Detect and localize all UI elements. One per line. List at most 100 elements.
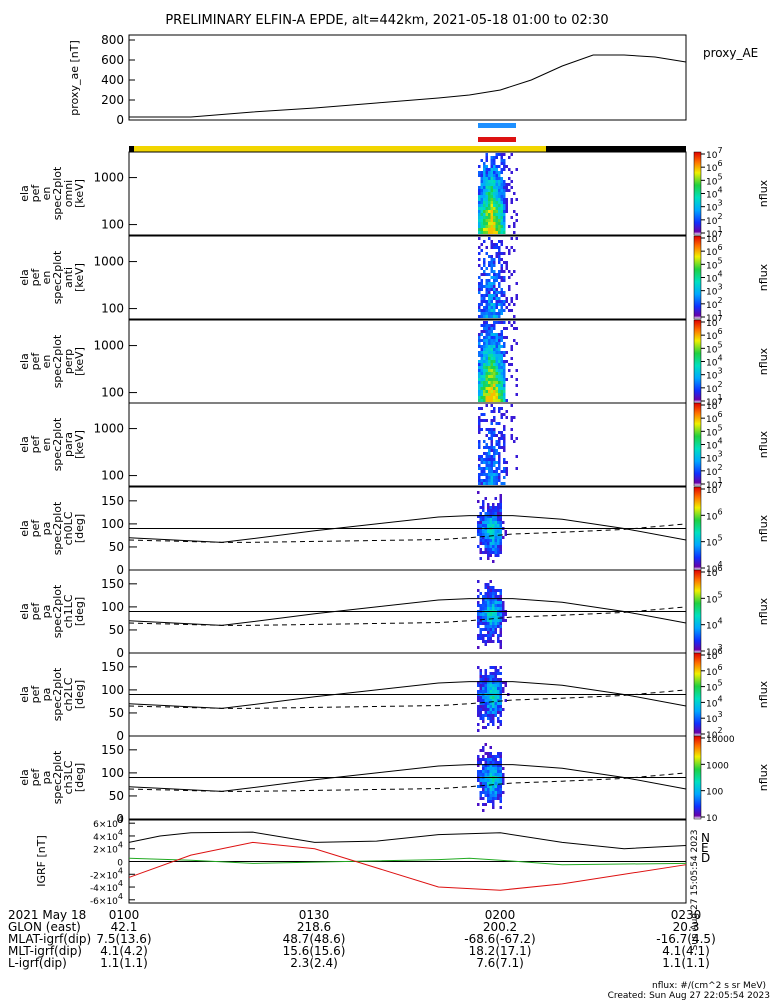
pitch-panel-2-pixel <box>484 601 487 604</box>
energy-panel-1-pixel <box>490 168 493 171</box>
pitch-panel-3-pixel <box>482 720 485 723</box>
energy-panel-3-pixel <box>483 372 486 375</box>
energy-panel-2-pixel <box>505 300 508 303</box>
energy-panel-4-pixel <box>485 428 488 431</box>
energy-panel-1-pixel <box>490 189 493 192</box>
energy-panel-2-pixel <box>508 303 511 306</box>
energy-panel-3-pixel <box>503 372 506 375</box>
energy-panel-4-pixel <box>478 416 481 419</box>
pitch-panel-3-cb-title: nflux <box>757 680 770 708</box>
pitch-panel-2-pixel <box>502 619 505 622</box>
energy-panel-2-pixel <box>515 294 518 297</box>
energy-panel-4-pixel <box>488 476 491 479</box>
energy-panel-3-pixel <box>480 375 483 378</box>
pitch-panel-2-pixel <box>489 604 492 607</box>
energy-panel-3-pixel <box>508 321 511 324</box>
energy-panel-2-pixel <box>480 312 483 315</box>
pitch-panel-3-pixel <box>477 708 480 711</box>
energy-panel-4-pixel <box>490 473 493 476</box>
energy-panel-1-pixel <box>480 189 483 192</box>
energy-panel-3-pixel <box>485 354 488 357</box>
pitch-panel-2-pixel <box>497 595 500 598</box>
pitch-panel-4-pixel <box>499 791 502 794</box>
footer-row-value: 0230 <box>671 908 702 922</box>
energy-panel-3-pixel <box>513 339 516 342</box>
pitch-panel-1-pixel <box>499 503 502 506</box>
energy-panel-2-pixel <box>500 240 503 243</box>
energy-panel-3-pixel <box>493 396 496 399</box>
energy-panel-3-pixel <box>513 321 516 324</box>
energy-panel-3-pixel <box>500 360 503 363</box>
energy-panel-3-pixel <box>505 336 508 339</box>
pitch-panel-2-pixel <box>482 634 485 637</box>
energy-panel-1-cb-label: 103 <box>706 199 723 214</box>
energy-panel-1-pixel <box>483 183 486 186</box>
pitch-panel-4-pixel <box>499 794 502 797</box>
energy-panel-3-pixel <box>478 384 481 387</box>
pitch-panel-1-pixel <box>487 503 490 506</box>
pitch-panel-3-pixel <box>479 699 482 702</box>
energy-panel-4-pixel <box>493 482 496 485</box>
pitch-panel-2-pixel <box>497 640 500 643</box>
energy-panel-4-cb-label: 101 <box>706 476 723 491</box>
pitch-panel-2-anti-loss-cone-line <box>128 606 687 626</box>
energy-panel-1-pixel <box>490 204 493 207</box>
energy-panel-3-pixel <box>490 330 493 333</box>
energy-panel-2-pixel <box>485 282 488 285</box>
energy-panel-2-pixel <box>505 297 508 300</box>
energy-panel-3-pixel <box>515 342 518 345</box>
pitch-panel-2-pixel <box>497 601 500 604</box>
pitch-panel-1-pixel <box>494 512 497 515</box>
energy-panel-1-pixel <box>485 207 488 210</box>
energy-panel-3-pixel <box>480 357 483 360</box>
footer-row-value: 0130 <box>299 908 330 922</box>
energy-panel-1-pixel <box>480 213 483 216</box>
pitch-panel-4-pixel <box>489 761 492 764</box>
energy-panel-1-pixel <box>480 210 483 213</box>
pitch-panel-3-pixel <box>492 717 495 720</box>
energy-panel-2-pixel <box>483 294 486 297</box>
energy-panel-2-pixel <box>483 297 486 300</box>
energy-panel-4-pixel <box>498 437 501 440</box>
energy-panel-1-pixel <box>505 210 508 213</box>
energy-panel-1-pixel <box>478 189 481 192</box>
energy-panel-2-pixel <box>485 312 488 315</box>
pitch-panel-2-pixel <box>499 592 502 595</box>
energy-panel-3-pixel <box>498 351 501 354</box>
energy-panel-2-pixel <box>490 315 493 318</box>
energy-panel-2-pixel <box>480 294 483 297</box>
energy-panel-1-pixel <box>483 201 486 204</box>
pitch-panel-2-pixel <box>497 625 500 628</box>
pitch-panel-2-pixel <box>487 607 490 610</box>
pitch-panel-4-pixel <box>489 794 492 797</box>
energy-panel-1-pixel <box>495 174 498 177</box>
energy-panel-1-ytitle-line: pef <box>29 184 42 203</box>
pitch-panel-3-pixel <box>499 705 502 708</box>
pitch-panel-4-pixel <box>492 773 495 776</box>
ae-legend: proxy_AE <box>703 46 758 60</box>
pitch-panel-3-pixel <box>479 711 482 714</box>
energy-panel-3-pixel <box>505 399 508 402</box>
energy-panel-2-pixel <box>495 312 498 315</box>
pitch-panel-4-pixel <box>492 806 495 809</box>
pitch-panel-2-pixel <box>492 628 495 631</box>
energy-panel-2-ytitle-line: en <box>40 271 53 285</box>
pitch-panel-2-pixel <box>489 616 492 619</box>
pitch-panel-3-pixel <box>484 672 487 675</box>
energy-panel-2-pixel <box>478 258 481 261</box>
pitch-panel-1-pixel <box>477 521 480 524</box>
energy-panel-1-pixel <box>478 210 481 213</box>
footer-row-value: 7.5(13.6) <box>96 932 151 946</box>
energy-panel-1-pixel <box>493 180 496 183</box>
energy-panel-4-pixel <box>478 422 481 425</box>
pitch-panel-3-pixel <box>494 669 497 672</box>
pitch-panel-3-pixel <box>489 708 492 711</box>
footer-row-value: 1.1(1.1) <box>662 956 710 970</box>
pitch-panel-1-pixel <box>499 530 502 533</box>
pitch-panel-3-pixel <box>487 678 490 681</box>
energy-panel-1-pixel <box>493 165 496 168</box>
energy-panel-1-pixel <box>493 171 496 174</box>
energy-panel-4-pixel <box>515 467 518 470</box>
energy-panel-1-pixel <box>485 195 488 198</box>
energy-panel-2-pixel <box>490 264 493 267</box>
